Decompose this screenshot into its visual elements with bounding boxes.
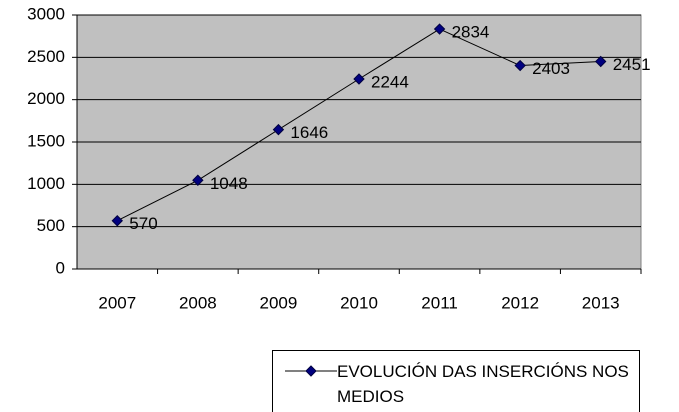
data-label: 570 (129, 214, 157, 233)
data-point (192, 174, 204, 186)
y-tick-label: 0 (56, 258, 65, 277)
data-point (111, 215, 123, 227)
data-point (595, 55, 607, 68)
data-label: 2403 (532, 59, 570, 78)
y-tick-label: 500 (37, 216, 65, 235)
x-tick-label: 2012 (501, 293, 539, 312)
data-label: 2451 (613, 55, 651, 74)
y-tick-label: 1000 (27, 174, 65, 193)
data-point (433, 23, 446, 35)
legend-marker (285, 365, 337, 377)
y-tick-label: 3000 (27, 4, 65, 23)
legend: EVOLUCIÓN DAS INSERCIÓNS NOS MEDIOS (272, 350, 640, 412)
x-tick-label: 2009 (260, 293, 298, 312)
data-label: 2244 (371, 72, 409, 91)
data-point (514, 59, 526, 72)
y-tick-label: 1500 (27, 131, 65, 150)
x-tick-label: 2010 (340, 293, 378, 312)
data-point (272, 123, 285, 136)
data-label: 1048 (210, 174, 248, 193)
legend-label: EVOLUCIÓN DAS INSERCIÓNS NOS MEDIOS (337, 362, 629, 406)
x-tick-label: 2013 (582, 293, 620, 312)
x-tick-label: 2011 (421, 293, 458, 312)
x-tick-label: 2007 (98, 293, 136, 312)
data-point (353, 73, 365, 85)
y-tick-label: 2500 (27, 47, 65, 66)
y-tick-label: 2000 (27, 89, 65, 108)
data-label: 1646 (290, 123, 328, 142)
x-tick-label: 2008 (179, 293, 217, 312)
data-label: 2834 (452, 23, 490, 42)
